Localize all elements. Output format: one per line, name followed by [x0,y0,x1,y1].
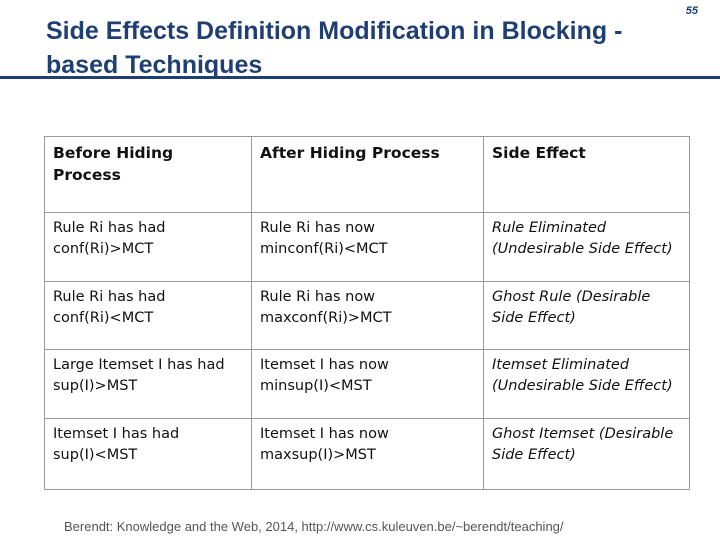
side-effects-table: Before Hiding Process After Hiding Proce… [44,136,690,490]
cell-before-line1: Itemset I has had [53,426,180,442]
cell-before: Rule Ri has had conf(Ri)>MCT [44,212,252,282]
cell-before: Large Itemset I has had sup(I)>MST [44,349,252,419]
cell-after-line2: minconf(Ri)<MCT [260,241,388,257]
table-row: Itemset I has had sup(I)<MST Itemset I h… [44,418,690,490]
slide-title: Side Effects Definition Modification in … [46,17,623,79]
title-underline [0,76,720,79]
cell-before-line2: sup(I)<MST [53,447,138,463]
cell-side-effect: Ghost Rule (Desirable Side Effect) [483,281,690,350]
cell-before: Itemset I has had sup(I)<MST [44,418,252,490]
header-before-hiding: Before Hiding Process [44,136,252,213]
cell-before: Rule Ri has had conf(Ri)<MCT [44,281,252,350]
cell-after-line1: Itemset I has now [260,357,389,373]
cell-before-line1: Rule Ri has had [53,220,166,236]
cell-before-line1: Rule Ri has had [53,289,166,305]
cell-side-effect: Itemset Eliminated (Undesirable Side Eff… [483,349,690,419]
cell-after: Rule Ri has now minconf(Ri)<MCT [251,212,484,282]
cell-before-line1: Large Itemset I has had [53,357,225,373]
table-row: Rule Ri has had conf(Ri)<MCT Rule Ri has… [44,281,690,350]
cell-after-line1: Rule Ri has now [260,220,376,236]
cell-after-line2: minsup(I)<MST [260,378,372,394]
cell-after-line1: Rule Ri has now [260,289,376,305]
cell-after-line1: Itemset I has now [260,426,389,442]
footer-citation: Berendt: Knowledge and the Web, 2014, ht… [64,519,564,534]
cell-before-line2: sup(I)>MST [53,378,138,394]
cell-side-effect: Rule Eliminated (Undesirable Side Effect… [483,212,690,282]
cell-after: Rule Ri has now maxconf(Ri)>MCT [251,281,484,350]
cell-after: Itemset I has now minsup(I)<MST [251,349,484,419]
table-row: Rule Ri has had conf(Ri)>MCT Rule Ri has… [44,212,690,282]
table-row: Large Itemset I has had sup(I)>MST Items… [44,349,690,419]
cell-side-effect: Ghost Itemset (Desirable Side Effect) [483,418,690,490]
cell-after-line2: maxconf(Ri)>MCT [260,310,392,326]
header-side-effect: Side Effect [483,136,690,213]
cell-after-line2: maxsup(I)>MST [260,447,376,463]
cell-before-line2: conf(Ri)>MCT [53,241,154,257]
cell-after: Itemset I has now maxsup(I)>MST [251,418,484,490]
table-header-row: Before Hiding Process After Hiding Proce… [44,136,690,213]
slide-number: 55 [685,5,698,17]
header-after-hiding: After Hiding Process [251,136,484,213]
cell-before-line2: conf(Ri)<MCT [53,310,154,326]
